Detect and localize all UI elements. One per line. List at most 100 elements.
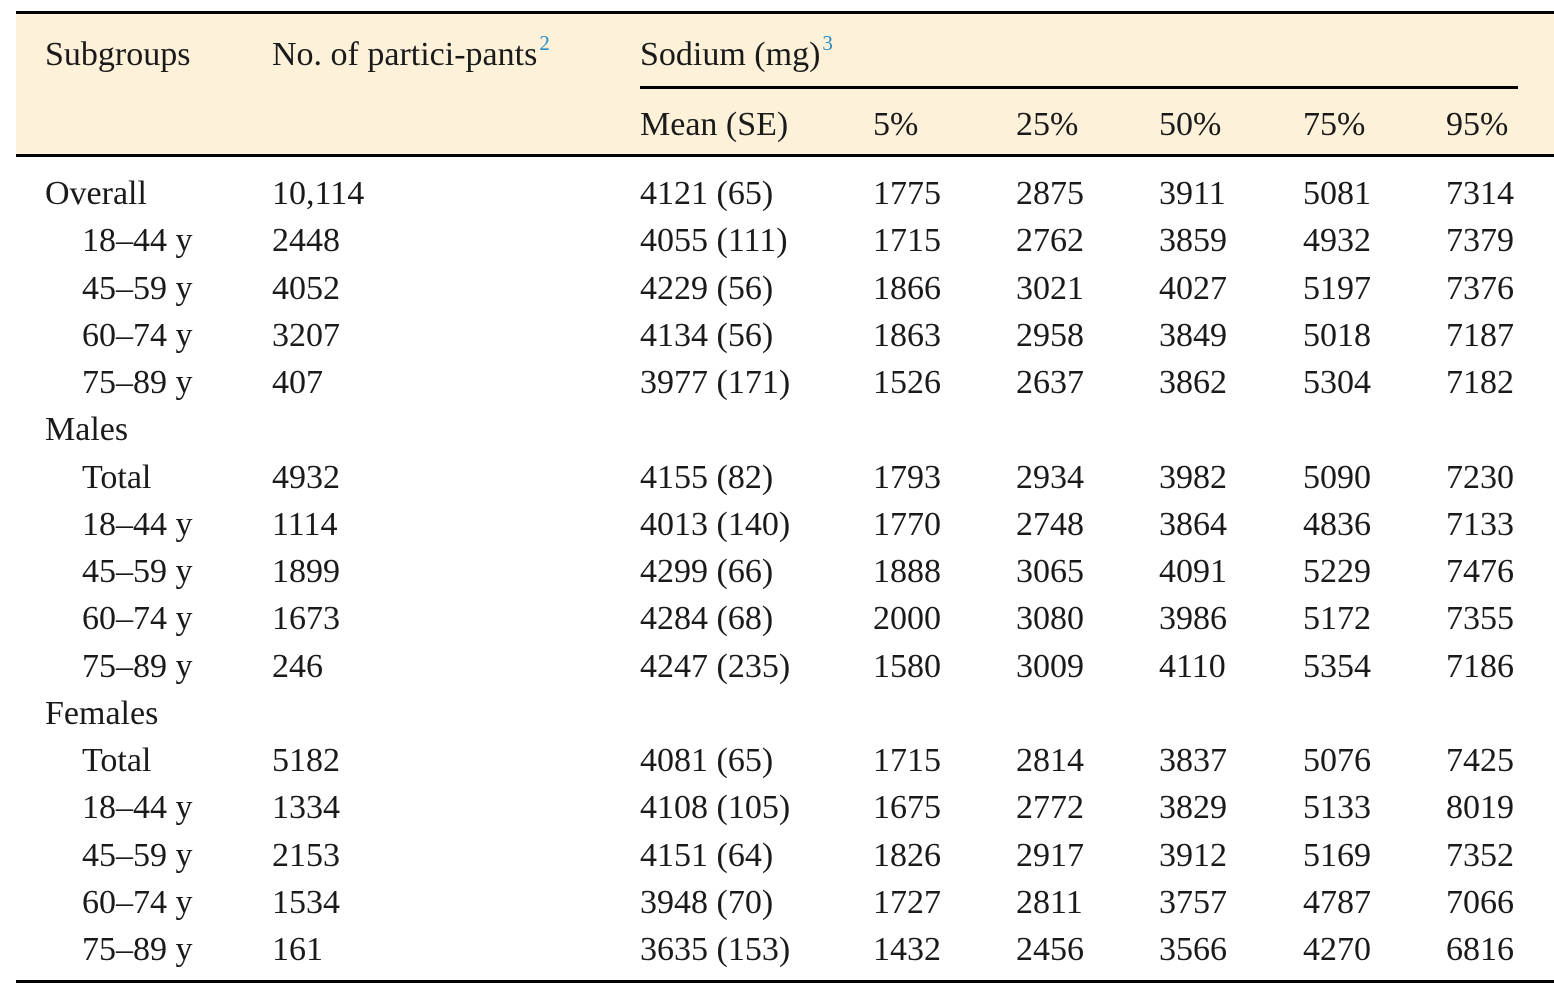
subgroup-label: 75–89 y xyxy=(82,647,193,685)
footnote-3-link[interactable]: 3 xyxy=(822,31,833,55)
cell-p50: 3982 xyxy=(1159,458,1227,496)
header-sodium: Sodium (mg)3 xyxy=(640,31,833,74)
cell-p25: 2814 xyxy=(1016,742,1084,779)
cell-p75: 5229 xyxy=(1303,553,1371,590)
cell-p95: 8019 xyxy=(1446,789,1514,827)
subgroup-label: 60–74 y xyxy=(82,883,193,921)
subgroup-label: Total xyxy=(82,458,152,496)
header-p5: 5% xyxy=(873,106,919,143)
cell-n: 10,114 xyxy=(272,175,365,212)
table-row: Total 5182 4081 (65) 1715 2814 3837 5076 7425 xyxy=(0,737,1554,784)
table-row: 75–89 y 246 4247 (235) 1580 3009 4110 5354 7186 xyxy=(0,643,1554,690)
cell-p50: 3757 xyxy=(1159,883,1227,921)
cell-p5: 1775 xyxy=(873,175,941,212)
cell-p95: 7182 xyxy=(1446,364,1514,401)
cell-p75: 5172 xyxy=(1303,600,1371,638)
cell-p25: 2958 xyxy=(1016,316,1084,354)
table-bottom-rule xyxy=(16,980,1554,983)
cell-mean: 3635 (153) xyxy=(640,931,791,968)
cell-p25: 2934 xyxy=(1016,458,1084,496)
cell-p5: 2000 xyxy=(873,600,941,638)
cell-n: 4932 xyxy=(272,458,340,496)
cell-p75: 5018 xyxy=(1303,316,1371,354)
cell-mean: 4121 (65) xyxy=(640,175,774,212)
cell-p5: 1793 xyxy=(873,458,941,496)
cell-p95: 7379 xyxy=(1446,222,1514,260)
cell-n: 1673 xyxy=(272,600,340,638)
table-row: 60–74 y 1534 3948 (70) 1727 2811 3757 4787 7066 xyxy=(0,879,1554,926)
cell-p25: 3080 xyxy=(1016,600,1084,638)
cell-p50: 3837 xyxy=(1159,742,1227,779)
table-row: 45–59 y 1899 4299 (66) 1888 3065 4091 5229 7476 xyxy=(0,548,1554,595)
cell-p25: 2772 xyxy=(1016,789,1084,827)
cell-p75: 4836 xyxy=(1303,505,1371,543)
cell-p50: 3986 xyxy=(1159,600,1227,638)
subgroup-label: 45–59 y xyxy=(82,553,193,590)
table-header-background xyxy=(16,14,1554,156)
cell-mean: 4081 (65) xyxy=(640,742,774,779)
cell-p25: 2456 xyxy=(1016,931,1084,968)
cell-p50: 3849 xyxy=(1159,316,1227,354)
cell-p75: 5133 xyxy=(1303,789,1371,827)
subgroup-label: 75–89 y xyxy=(82,364,193,401)
cell-p25: 2917 xyxy=(1016,836,1084,874)
table-header-rule xyxy=(16,154,1554,157)
cell-p50: 3911 xyxy=(1159,175,1226,212)
cell-p5: 1432 xyxy=(873,931,941,968)
cell-p25: 2637 xyxy=(1016,364,1084,401)
cell-p25: 2875 xyxy=(1016,175,1084,212)
cell-p75: 5169 xyxy=(1303,836,1371,874)
table-row: 18–44 y 2448 4055 (111) 1715 2762 3859 4932 737… xyxy=(0,217,1554,264)
cell-p25: 3021 xyxy=(1016,269,1084,307)
cell-mean: 4134 (56) xyxy=(640,316,774,354)
subgroup-label: 45–59 y xyxy=(82,269,193,307)
cell-p5: 1580 xyxy=(873,647,941,685)
cell-p75: 5197 xyxy=(1303,269,1371,307)
header-p95: 95% xyxy=(1446,106,1509,143)
cell-p75: 5076 xyxy=(1303,742,1371,779)
cell-n: 1114 xyxy=(272,505,338,543)
cell-p75: 4932 xyxy=(1303,222,1371,260)
cell-mean: 4299 (66) xyxy=(640,553,774,590)
cell-n: 1334 xyxy=(272,789,340,827)
cell-n: 246 xyxy=(272,647,323,685)
cell-p25: 2811 xyxy=(1016,883,1083,921)
cell-p95: 7230 xyxy=(1446,458,1514,496)
cell-mean: 4151 (64) xyxy=(640,836,774,874)
header-participants: No. of partici-pants2 xyxy=(272,31,550,74)
cell-p75: 4787 xyxy=(1303,883,1371,921)
cell-p5: 1826 xyxy=(873,836,941,874)
cell-mean: 4013 (140) xyxy=(640,505,791,543)
cell-n: 4052 xyxy=(272,269,340,307)
subgroup-label: 18–44 y xyxy=(82,222,193,260)
cell-p25: 3065 xyxy=(1016,553,1084,590)
subgroup-label: 60–74 y xyxy=(82,316,193,354)
subgroup-label: 75–89 y xyxy=(82,931,193,968)
subgroup-label: 18–44 y xyxy=(82,789,193,827)
cell-p75: 5304 xyxy=(1303,364,1371,401)
cell-p50: 3864 xyxy=(1159,505,1227,543)
cell-p95: 7425 xyxy=(1446,742,1514,779)
cell-n: 3207 xyxy=(272,316,340,354)
cell-mean: 3948 (70) xyxy=(640,883,774,921)
cell-p5: 1675 xyxy=(873,789,941,827)
cell-n: 161 xyxy=(272,931,323,968)
cell-p50: 3829 xyxy=(1159,789,1227,827)
sodium-group-rule xyxy=(640,86,1518,89)
cell-p75: 5090 xyxy=(1303,458,1371,496)
subgroup-label: 18–44 y xyxy=(82,505,193,543)
cell-p5: 1526 xyxy=(873,364,941,401)
cell-p95: 7352 xyxy=(1446,836,1514,874)
header-p75: 75% xyxy=(1303,106,1366,143)
cell-p75: 4270 xyxy=(1303,931,1371,968)
table-row: Overall 10,114 4121 (65) 1775 2875 3911 5081 73… xyxy=(0,170,1554,217)
cell-p75: 5081 xyxy=(1303,175,1371,212)
header-p25: 25% xyxy=(1016,106,1079,143)
cell-p95: 7314 xyxy=(1446,175,1514,212)
cell-p50: 4027 xyxy=(1159,269,1227,307)
footnote-2-link[interactable]: 2 xyxy=(539,31,550,55)
cell-p95: 7187 xyxy=(1446,316,1514,354)
cell-p5: 1863 xyxy=(873,316,941,354)
table-row: Total 4932 4155 (82) 1793 2934 3982 5090 7230 xyxy=(0,454,1554,501)
subgroup-label: 60–74 y xyxy=(82,600,193,638)
